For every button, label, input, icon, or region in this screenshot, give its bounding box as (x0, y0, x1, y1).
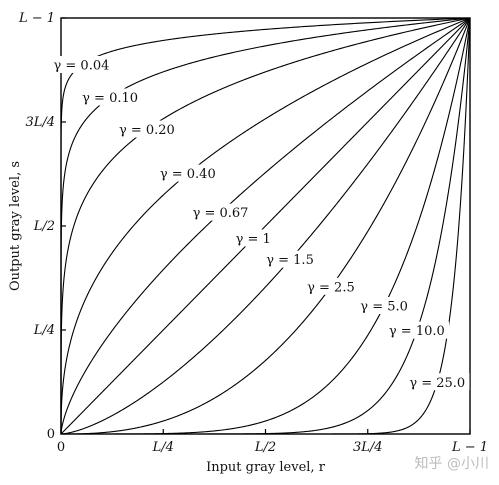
x-tick-label: L/2 (254, 440, 276, 455)
curve-label-bg (49, 55, 114, 73)
y-tick-label: 3L/4 (25, 115, 55, 130)
curve-label: γ = 0.67 (193, 206, 249, 221)
curve-label: γ = 0.04 (54, 58, 110, 73)
y-tick-label: L − 1 (18, 11, 55, 26)
x-tick-label: 3L/4 (353, 440, 383, 455)
curve-gamma-1 (60, 17, 471, 435)
curve-label: γ = 10.0 (389, 324, 445, 339)
curve-gamma-25 (61, 17, 471, 435)
y-tick-label: 0 (47, 427, 55, 442)
curve-label-bg (302, 277, 360, 295)
curve-label: γ = 2.5 (307, 280, 355, 295)
curve-gamma-1_5 (60, 17, 471, 435)
y-tick-label: L/4 (33, 323, 55, 338)
curve-label: γ = 1.5 (266, 253, 314, 268)
watermark: 知乎 @小川 (414, 456, 489, 472)
curve-label-bg (114, 120, 180, 138)
curve-label: γ = 0.20 (119, 123, 175, 138)
y-tick-labels: 0 L/4 L/2 3L/4 L − 1 (18, 11, 55, 442)
curve-label: γ = 1 (236, 232, 271, 247)
curve-label: γ = 25.0 (409, 376, 465, 391)
x-tick-label: L/4 (152, 440, 174, 455)
curve-label-bg (155, 164, 220, 182)
curve-label-bg (355, 296, 413, 314)
curve-label: γ = 5.0 (360, 299, 408, 314)
x-tick-label: 0 (57, 440, 65, 455)
curve-group (60, 17, 471, 435)
curve-label-bg (77, 88, 143, 106)
curve-gamma-0_04 (60, 17, 471, 434)
y-axis-label: Output gray level, s (8, 161, 23, 291)
curve-label-bg (405, 373, 470, 391)
curve-gamma-0_67 (60, 17, 471, 434)
x-axis-label: Input gray level, r (206, 460, 326, 475)
curve-label-bg (231, 229, 275, 247)
curve-gamma-2_5 (61, 17, 471, 435)
curve-label-bg (188, 203, 253, 221)
y-tick-label: L/2 (33, 219, 55, 234)
curve-label-bg (384, 321, 450, 339)
x-tick-label: L − 1 (451, 440, 488, 455)
curve-label: γ = 0.10 (82, 91, 138, 106)
curve-label: γ = 0.40 (160, 167, 216, 182)
curve-label-bg (261, 250, 319, 268)
curve-label-group: γ = 0.04 γ = 0.10 γ = 0.20 γ = 0.40 γ = 0.67… (49, 55, 470, 391)
curve-gamma-0_4 (60, 17, 471, 434)
x-tick-labels: 0 L/4 L/2 3L/4 L − 1 (57, 440, 488, 455)
curve-gamma-0_2 (60, 17, 471, 434)
